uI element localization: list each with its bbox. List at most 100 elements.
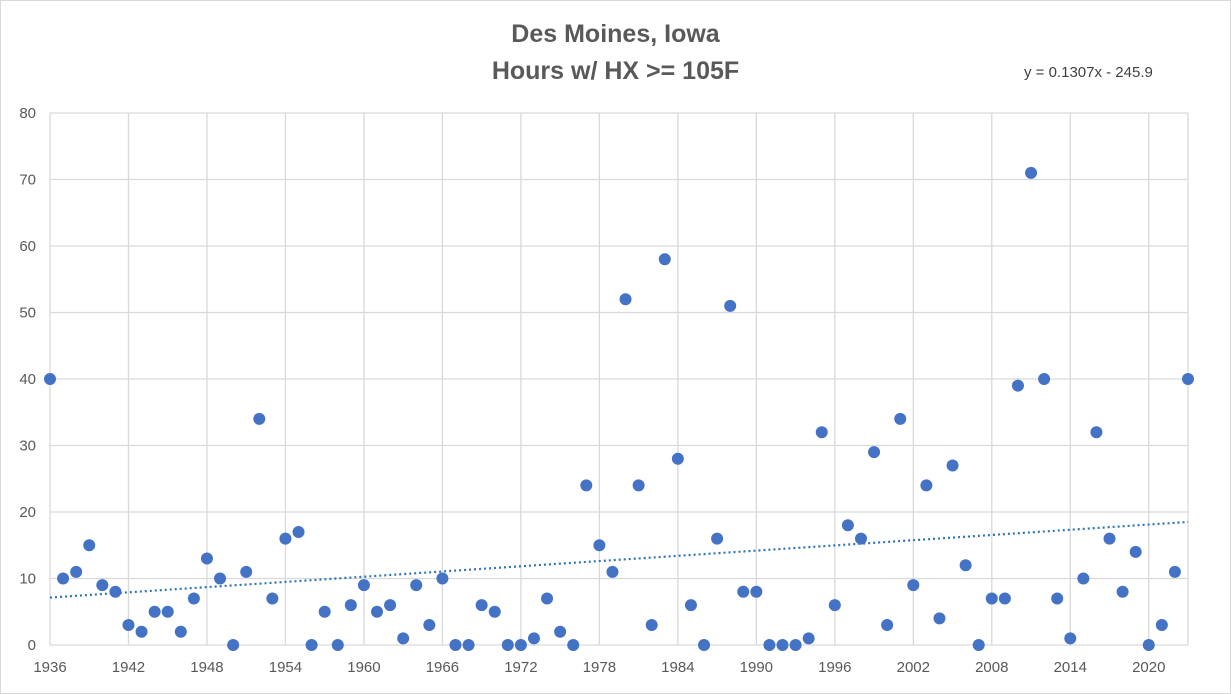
- x-tick-label: 2008: [975, 659, 1008, 676]
- data-point: [671, 452, 684, 465]
- x-tick-label: 1978: [583, 659, 616, 676]
- data-point: [253, 412, 266, 425]
- trendline: [49, 520, 1189, 599]
- data-point: [292, 525, 305, 538]
- y-tick-label: 50: [19, 305, 36, 322]
- data-point: [57, 572, 70, 585]
- data-point: [868, 446, 881, 459]
- data-point: [436, 572, 449, 585]
- data-point: [606, 565, 619, 578]
- data-point: [305, 639, 318, 651]
- x-tick-label: 1990: [740, 659, 773, 676]
- data-point: [946, 459, 959, 472]
- data-point: [83, 539, 96, 552]
- data-point: [488, 605, 501, 618]
- y-tick-label: 70: [19, 172, 36, 189]
- data-point: [1077, 572, 1090, 585]
- data-point: [985, 592, 998, 605]
- data-point: [541, 592, 554, 605]
- data-point: [593, 539, 606, 552]
- data-point: [1129, 545, 1142, 558]
- data-point: [135, 625, 148, 638]
- x-tick-label: 2002: [897, 659, 930, 676]
- data-point: [1103, 532, 1116, 545]
- data-point: [972, 639, 985, 651]
- data-point: [959, 559, 972, 572]
- data-point: [70, 565, 83, 578]
- data-point: [423, 619, 436, 632]
- chart-title: Des Moines, Iowa: [511, 20, 720, 48]
- data-point: [1168, 565, 1181, 578]
- x-tick-label: 1996: [818, 659, 851, 676]
- data-point: [645, 619, 658, 632]
- data-point: [148, 605, 161, 618]
- data-point: [1182, 373, 1194, 385]
- data-point: [187, 592, 200, 605]
- data-point: [357, 579, 370, 592]
- data-point: [410, 579, 423, 592]
- y-tick-label: 30: [19, 438, 36, 455]
- data-point: [933, 612, 946, 625]
- data-point: [161, 605, 174, 618]
- data-point: [279, 532, 292, 545]
- x-tick-label: 1948: [190, 659, 223, 676]
- data-point: [1051, 592, 1064, 605]
- chart-subtitle: Hours w/ HX >= 105F: [491, 57, 740, 85]
- data-point: [684, 599, 697, 612]
- data-point: [920, 479, 933, 492]
- x-tick-label: 2014: [1054, 659, 1087, 676]
- x-tick-label: 2020: [1132, 659, 1165, 676]
- x-tick-label: 1966: [426, 659, 459, 676]
- x-tick-label: 1972: [504, 659, 537, 676]
- data-point: [397, 632, 410, 645]
- data-point: [789, 639, 802, 651]
- data-point: [227, 639, 240, 651]
- data-point: [1155, 619, 1168, 632]
- data-point: [724, 299, 737, 312]
- data-point: [763, 639, 776, 651]
- data-point: [894, 412, 907, 425]
- data-point: [619, 293, 632, 306]
- y-tick-label: 20: [19, 504, 36, 521]
- data-point: [1011, 379, 1024, 392]
- data-point: [122, 619, 135, 632]
- data-point: [44, 373, 56, 385]
- x-tick-label: 1984: [661, 659, 694, 676]
- data-point: [698, 639, 711, 651]
- data-point: [737, 585, 750, 598]
- data-point: [907, 579, 920, 592]
- data-point: [776, 639, 789, 651]
- data-point: [711, 532, 724, 545]
- data-point: [1025, 166, 1038, 179]
- data-point: [475, 599, 488, 612]
- data-point: [750, 585, 763, 598]
- data-point: [266, 592, 279, 605]
- y-tick-label: 40: [19, 371, 36, 388]
- data-point: [527, 632, 540, 645]
- y-tick-label: 60: [19, 238, 36, 255]
- data-point: [174, 625, 187, 638]
- y-tick-label: 80: [19, 105, 36, 122]
- data-point: [580, 479, 593, 492]
- x-tick-label: 1936: [33, 659, 66, 676]
- x-tick-label: 1960: [347, 659, 380, 676]
- data-point: [449, 639, 462, 651]
- data-point: [567, 639, 580, 651]
- data-point: [828, 599, 841, 612]
- data-point: [96, 579, 109, 592]
- data-point: [1064, 632, 1077, 645]
- data-point: [1038, 373, 1051, 385]
- data-point: [214, 572, 227, 585]
- data-point: [384, 599, 397, 612]
- x-tick-label: 1942: [112, 659, 145, 676]
- data-point: [501, 639, 514, 651]
- y-tick-label: 10: [19, 571, 36, 588]
- data-point: [240, 565, 253, 578]
- data-point: [554, 625, 567, 638]
- data-point: [318, 605, 331, 618]
- data-point: [841, 519, 854, 532]
- data-point: [200, 552, 213, 565]
- x-tick-label: 1954: [269, 659, 302, 676]
- data-point: [1142, 639, 1155, 651]
